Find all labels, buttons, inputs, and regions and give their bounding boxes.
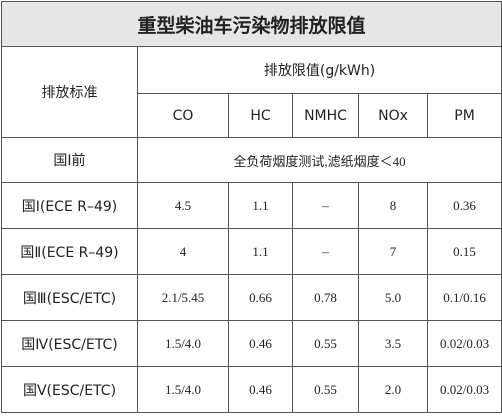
- row-label: 国Ⅲ(ESC/ETC): [1, 274, 138, 321]
- table-title: 重型柴油车污染物排放限值: [0, 1, 502, 47]
- value-cell: 0.02/0.03: [426, 320, 502, 367]
- table-row: 国Ⅱ(ECE R–49) 4 1.1–7 0.15: [1, 228, 502, 275]
- value-cell: 0.15: [426, 228, 502, 275]
- value-cell: 3.5: [358, 320, 428, 367]
- value-cell: 2.1/5.45: [137, 274, 229, 321]
- column-header: CO: [137, 93, 229, 138]
- value-cell: 4: [137, 228, 229, 275]
- note-cell: 全负荷烟度测试,滤纸烟度＜40: [136, 137, 502, 183]
- header-cell: 排放标准: [1, 46, 138, 138]
- row-label: 国Ⅰ(ECE R–49): [1, 182, 138, 229]
- value-cell: 1.1: [228, 228, 293, 275]
- column-header: NOx: [358, 93, 428, 138]
- column-header: HC: [228, 93, 293, 138]
- row-label: 国Ⅳ(ESC/ETC): [1, 320, 138, 367]
- table-row: 国Ⅰ前 全负荷烟度测试,滤纸烟度＜40: [1, 137, 502, 183]
- value-cell: –: [292, 228, 359, 275]
- value-cell: 0.46: [228, 366, 293, 413]
- value-cell: 4.5: [137, 182, 229, 229]
- value-cell: 0.55: [292, 366, 359, 413]
- table-row: 排放标准 排放限值(g/kWh): [1, 46, 502, 138]
- value-cell: 8: [358, 182, 428, 229]
- value-cell: 0.46: [228, 320, 293, 367]
- value-cell: 0.36: [426, 182, 502, 229]
- value-cell: 7: [358, 228, 428, 275]
- value-cell: 5.0: [358, 274, 428, 321]
- table-row: 国Ⅲ(ESC/ETC) 2.1/5.45 0.66 0.78 5.0 0.1/0.16: [1, 274, 502, 321]
- row-label: 国Ⅱ(ECE R–49): [1, 228, 138, 275]
- header-cell: 排放限值(g/kWh): [136, 46, 502, 94]
- value-cell: 1.5/4.0: [137, 366, 229, 413]
- column-header: PM: [426, 93, 502, 138]
- value-cell: 0.1/0.16: [426, 274, 502, 321]
- value-cell: 0.66: [228, 274, 293, 321]
- value-cell: 1.5/4.0: [137, 320, 229, 367]
- value-cell: 2.0: [358, 366, 428, 413]
- table-row: 国Ⅳ(ESC/ETC) 1.5/4.0 0.46 0.55 3.5 0.02/0.03: [1, 320, 502, 367]
- table-row: 国Ⅰ(ECE R–49) 4.5 1.1–8 0.36: [1, 182, 502, 229]
- table-row: 国Ⅴ(ESC/ETC) 1.5/4.0 0.46 0.55 2.0 0.02/0.03: [1, 366, 502, 413]
- value-cell: 0.02/0.03: [426, 366, 502, 413]
- value-cell: 1.1: [228, 182, 293, 229]
- table-row: CO HC NMHC NOx PM: [2, 93, 502, 138]
- table-row: 重型柴油车污染物排放限值: [0, 1, 502, 47]
- value-cell: 0.78: [292, 274, 359, 321]
- value-cell: 0.55: [292, 320, 359, 367]
- row-label: 国Ⅰ前: [1, 137, 138, 183]
- value-cell: –: [292, 182, 359, 229]
- column-header: NMHC: [292, 93, 359, 138]
- row-label: 国Ⅴ(ESC/ETC): [1, 366, 138, 413]
